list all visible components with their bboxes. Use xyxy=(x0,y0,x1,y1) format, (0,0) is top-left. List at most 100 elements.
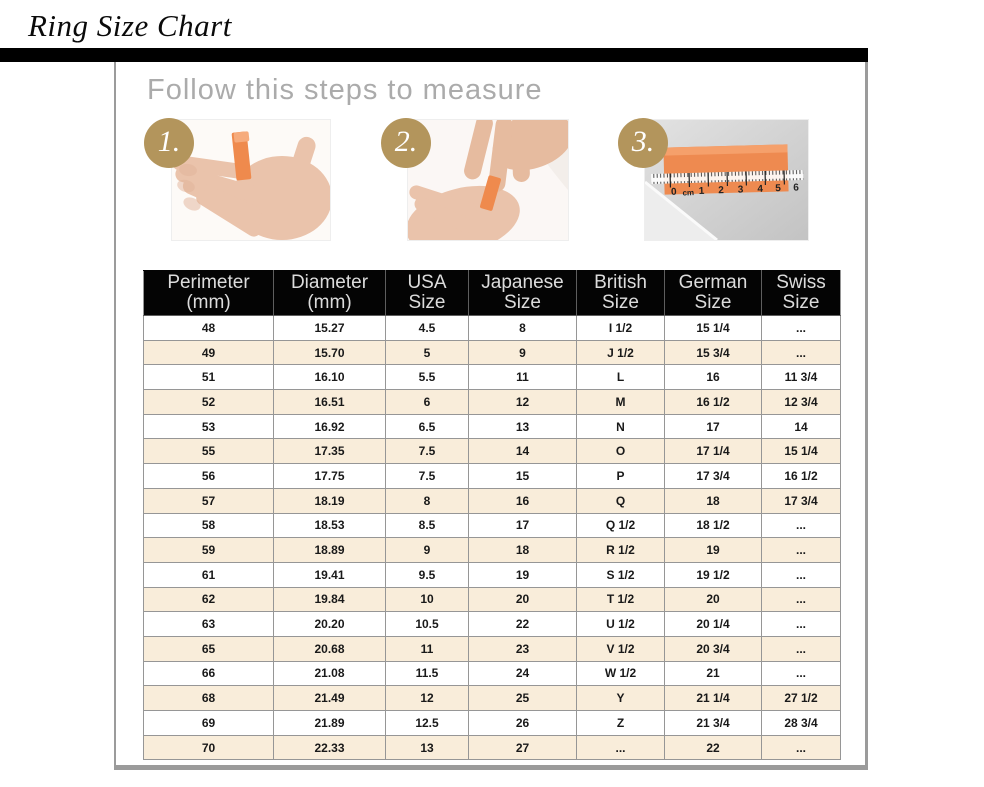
table-row: 56 17.75 7.5 15 P 17 3/4 16 1/2 xyxy=(143,463,841,489)
ruler-label: 2 xyxy=(718,185,725,197)
column-header: Swiss Size xyxy=(761,270,841,316)
table-cell: ... xyxy=(761,611,841,637)
table-cell: 17.35 xyxy=(273,438,386,465)
table-cell: 16.10 xyxy=(273,364,386,391)
table-cell: N xyxy=(576,413,665,440)
panel-border-right xyxy=(865,62,868,770)
table-row: 66 21.08 11.5 24 W 1/2 21... xyxy=(143,660,841,687)
table-cell: ... xyxy=(761,315,841,341)
table-cell: 16.51 xyxy=(273,389,386,415)
table-cell: M xyxy=(576,389,665,415)
table-cell: 18.53 xyxy=(273,512,386,539)
table-cell: 56 xyxy=(143,463,274,489)
table-row: 62 19.84 10 20 T 1/2 20... xyxy=(143,586,841,613)
table-cell: ... xyxy=(761,561,841,588)
table-header: Perimeter (mm) Diameter (mm) USA Size Japanese… xyxy=(143,270,841,316)
step-number-1: 1. xyxy=(157,125,181,158)
table-row: 52 16.51 6 12 M 16 1/2 12 3/4 xyxy=(143,389,841,415)
table-cell: 24 xyxy=(468,660,577,687)
table-cell: V 1/2 xyxy=(576,635,665,662)
table-cell: 15 1/4 xyxy=(664,315,762,341)
step-number-badge-3: 3. xyxy=(618,118,668,168)
table-cell: 5 xyxy=(385,339,469,366)
table-cell: 22.33 xyxy=(273,734,386,761)
table-cell: ... xyxy=(761,512,841,539)
table-cell: T 1/2 xyxy=(576,586,665,613)
table-cell: 53 xyxy=(143,413,274,440)
table-cell: 17 xyxy=(664,413,762,440)
table-cell: 22 xyxy=(468,611,577,637)
table-cell: 69 xyxy=(143,710,274,736)
table-cell: ... xyxy=(761,734,841,761)
table-row: 59 18.89 9 18 R 1/2 19... xyxy=(143,537,841,563)
table-cell: L xyxy=(576,364,665,391)
column-header: Diameter (mm) xyxy=(273,270,386,316)
ruler-label: 5 xyxy=(775,183,782,195)
table-cell: 18.19 xyxy=(273,487,386,514)
table-cell: 11 xyxy=(385,635,469,662)
table-cell: 12 xyxy=(385,685,469,711)
table-row: 48 15.27 4.5 8 I 1/2 15 1/4... xyxy=(143,315,841,341)
table-cell: 16 xyxy=(664,364,762,391)
table-cell: ... xyxy=(761,339,841,366)
column-header: Japanese Size xyxy=(468,270,577,316)
table-cell: 15 1/4 xyxy=(761,438,841,465)
table-cell: 17 xyxy=(468,512,577,539)
steps-heading: Follow this steps to measure xyxy=(147,74,543,106)
table-cell: 20 3/4 xyxy=(664,635,762,662)
ruler-label: 6 xyxy=(793,182,799,194)
table-row: 70 22.33 13 27... 22... xyxy=(143,734,841,761)
table-cell: 4.5 xyxy=(385,315,469,341)
table-cell: 14 xyxy=(468,438,577,465)
table-cell: 12.5 xyxy=(385,710,469,736)
table-cell: O xyxy=(576,438,665,465)
table-row: 58 18.53 8.5 17 Q 1/2 18 1/2... xyxy=(143,512,841,539)
table-cell: 22 xyxy=(664,734,762,761)
panel-border-left xyxy=(114,62,116,770)
table-cell: 19.84 xyxy=(273,586,386,613)
ruler-label: 3 xyxy=(737,184,744,196)
table-cell: 8.5 xyxy=(385,512,469,539)
table-cell: 11.5 xyxy=(385,660,469,687)
table-cell: Q 1/2 xyxy=(576,512,665,539)
table-row: 65 20.68 11 23 V 1/2 20 3/4... xyxy=(143,635,841,662)
table-cell: ... xyxy=(761,635,841,662)
table-cell: 8 xyxy=(385,487,469,514)
ruler-label: 4 xyxy=(757,183,764,195)
table-cell: 9 xyxy=(385,537,469,563)
table-cell: 49 xyxy=(143,339,274,366)
table-cell: 27 1/2 xyxy=(761,685,841,711)
table-cell: 21 1/4 xyxy=(664,685,762,711)
table-cell: 8 xyxy=(468,315,577,341)
table-row: 61 19.41 9.5 19 S 1/2 19 1/2... xyxy=(143,561,841,588)
table-cell: 15 3/4 xyxy=(664,339,762,366)
table-cell: 28 3/4 xyxy=(761,710,841,736)
step-photo-wrap-strip xyxy=(172,120,330,240)
table-cell: 18.89 xyxy=(273,537,386,563)
step-number-3: 3. xyxy=(631,125,655,158)
table-cell: 11 xyxy=(468,364,577,391)
table-cell: 19 1/2 xyxy=(664,561,762,588)
table-cell: 6 xyxy=(385,389,469,415)
table-cell: 20 xyxy=(664,586,762,613)
table-cell: 21.49 xyxy=(273,685,386,711)
table-cell: 5.5 xyxy=(385,364,469,391)
column-header: Perimeter (mm) xyxy=(143,270,274,316)
hand-with-strip-illustration xyxy=(172,120,330,240)
table-cell: 27 xyxy=(468,734,577,761)
table-cell: 17 3/4 xyxy=(664,463,762,489)
table-cell: 63 xyxy=(143,611,274,637)
table-row: 68 21.49 12 25 Y 21 1/4 27 1/2 xyxy=(143,685,841,711)
table-cell: 20 1/4 xyxy=(664,611,762,637)
table-cell: J 1/2 xyxy=(576,339,665,366)
table-cell: 13 xyxy=(385,734,469,761)
table-body: 48 15.27 4.5 8 I 1/2 15 1/4... 49 15.70 5 9 J 1/2 1… xyxy=(143,315,841,761)
table-cell: 26 xyxy=(468,710,577,736)
table-cell: 17.75 xyxy=(273,463,386,489)
table-cell: 15.27 xyxy=(273,315,386,341)
ruler-label: 1 xyxy=(698,185,705,197)
table-cell: 12 3/4 xyxy=(761,389,841,415)
table-cell: U 1/2 xyxy=(576,611,665,637)
table-cell: ... xyxy=(761,660,841,687)
table-cell: P xyxy=(576,463,665,489)
